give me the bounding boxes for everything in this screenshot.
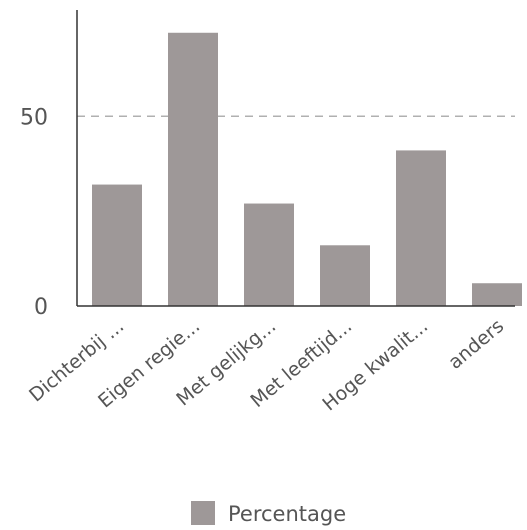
bar-2 (168, 32, 218, 307)
legend: Percentage (191, 501, 346, 526)
y-tick-label-50: 50 (20, 105, 48, 130)
bar-6 (472, 283, 522, 306)
bar-3 (244, 203, 294, 306)
bar-4 (320, 245, 370, 306)
y-tick-label-0: 0 (34, 295, 48, 320)
bar-1 (92, 184, 142, 306)
bars-group (92, 32, 522, 307)
legend-label: Percentage (228, 502, 346, 526)
y-tick-labels: 0 50 (20, 105, 48, 320)
bar-5 (396, 150, 446, 306)
x-tick-label-6: anders (444, 315, 508, 374)
x-tick-labels: Dichterbij ...Eigen regie...Met gelijkg.… (25, 315, 508, 415)
legend-swatch (191, 501, 215, 525)
